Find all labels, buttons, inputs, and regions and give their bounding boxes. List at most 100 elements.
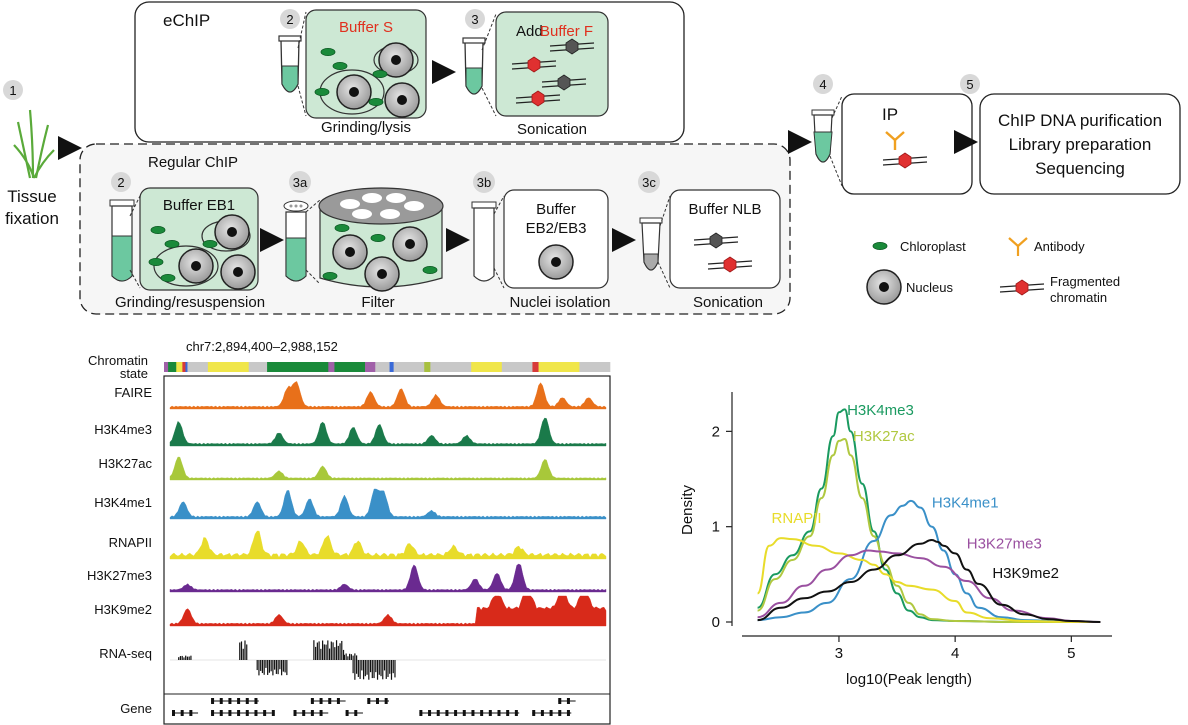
zoom-line xyxy=(481,13,497,51)
step1-badge xyxy=(3,80,23,100)
antibody-icon xyxy=(1008,237,1028,256)
series-label: H3K27ac xyxy=(853,428,915,445)
y-tick-label: 0 xyxy=(712,614,720,631)
chromatin-state-segment xyxy=(168,362,177,372)
chromatin-state-segment xyxy=(471,362,503,372)
chromatin-state-bar xyxy=(164,362,611,372)
x-tick-label: 5 xyxy=(1067,645,1075,662)
chloroplast-icon xyxy=(202,239,218,249)
chromatin-state-segment xyxy=(185,362,188,372)
chromatin-state-segment xyxy=(430,362,472,372)
step4-box xyxy=(841,93,973,195)
chromatin-state-segment xyxy=(182,362,186,372)
legend-chromatin-line1: Fragmented xyxy=(1050,274,1120,289)
y-tick-label: 1 xyxy=(712,519,720,536)
regular-step3b-box xyxy=(503,189,609,289)
chromatin-state-segment xyxy=(389,362,394,372)
nucleus-icon xyxy=(214,214,250,250)
gene-exon xyxy=(558,710,562,716)
gene-exon xyxy=(345,710,349,716)
step5-line3: Sequencing xyxy=(1035,159,1125,178)
chromatin-state-segment xyxy=(365,362,376,372)
gene-exon xyxy=(237,710,241,716)
gene-exon xyxy=(566,698,570,704)
chloroplast-icon xyxy=(370,233,386,243)
gene-exon xyxy=(219,698,223,704)
tube-icon xyxy=(462,37,486,95)
y-axis-label: Density xyxy=(679,484,696,535)
nucleus-icon xyxy=(364,256,400,292)
echip-step3-buffer: Buffer F xyxy=(540,23,593,40)
series-line-rnapii xyxy=(756,537,1101,623)
chromatin-state-segment xyxy=(393,362,425,372)
regular-step3a-badge xyxy=(289,171,311,193)
nucleus-icon xyxy=(332,234,368,270)
x-tick-label: 3 xyxy=(835,645,843,662)
gene-exon xyxy=(254,698,258,704)
series-label: H3K4me1 xyxy=(932,495,999,512)
regular-step2-caption: Grinding/resuspension xyxy=(115,294,265,311)
gene-exon xyxy=(454,710,458,716)
gene-exon xyxy=(211,698,215,704)
gene-exon xyxy=(384,698,388,704)
chloroplast-icon xyxy=(314,88,330,96)
chromatin-state-segment xyxy=(375,362,390,372)
gene-exon xyxy=(211,710,215,716)
track-label: RNA-seq xyxy=(99,646,152,661)
regular-step3b-buffer-line1: Buffer xyxy=(536,201,576,218)
zoom-line xyxy=(297,11,307,49)
gene-exon xyxy=(310,698,314,704)
chromatin-state-segment xyxy=(187,362,209,372)
chloroplast-icon xyxy=(164,239,180,249)
gene-exon xyxy=(310,710,314,716)
gene-exon xyxy=(319,710,323,716)
track-signal xyxy=(169,563,607,593)
chromatin-state-segment xyxy=(334,362,366,372)
nucleus-icon xyxy=(336,74,372,110)
tube-icon xyxy=(811,109,835,163)
gene-exon xyxy=(271,710,275,716)
gene-exon xyxy=(189,710,193,716)
regular-title: Regular ChIP xyxy=(148,154,238,171)
legend: Chloroplast Nucleus Antibody Fragmented … xyxy=(866,237,1120,305)
track-label: H3K27me3 xyxy=(87,568,152,583)
regular-step3b-caption: Nuclei isolation xyxy=(510,294,611,311)
tube-icon xyxy=(283,200,309,282)
gene-exon xyxy=(480,710,484,716)
regular-step3c-box xyxy=(669,189,781,289)
track-label: FAIRE xyxy=(114,385,152,400)
regular-step3b-buffer-line2: EB2/EB3 xyxy=(526,220,587,237)
step5-box xyxy=(979,93,1181,195)
gene-exon xyxy=(254,710,258,716)
gene-exon xyxy=(506,710,510,716)
gene-exon xyxy=(436,710,440,716)
echip-step2-caption: Grinding/lysis xyxy=(321,119,411,136)
zoom-line xyxy=(481,87,497,117)
x-axis-label: log10(Peak length) xyxy=(846,671,972,688)
step5-sequencing: 5 ChIP DNA purification Library preparat… xyxy=(960,74,1181,195)
echip-step2-badge-text: 2 xyxy=(286,12,293,27)
gene-exon xyxy=(514,710,518,716)
echip-step3-caption: Sonication xyxy=(517,121,587,138)
step1-label-line2: fixation xyxy=(5,209,59,228)
gene-exon xyxy=(428,710,432,716)
gene-exon xyxy=(367,698,371,704)
legend-nucleus: Nucleus xyxy=(906,280,953,295)
gene-exon xyxy=(245,710,249,716)
gene-exon xyxy=(336,698,340,704)
tube-icon xyxy=(471,201,497,282)
step4-ip: 4 IP xyxy=(811,74,973,195)
chloroplast-icon xyxy=(322,271,338,281)
series-label: H3K4me3 xyxy=(847,402,914,419)
chloroplast-icon xyxy=(372,70,388,78)
chromatin-state-segment xyxy=(424,362,431,372)
step5-badge xyxy=(960,74,980,94)
gene-exon xyxy=(375,698,379,704)
chromatin-icon xyxy=(999,279,1045,296)
zoom-line xyxy=(129,269,141,289)
nucleus-icon xyxy=(220,254,256,290)
gene-exon xyxy=(549,710,553,716)
chromatin-state-segment xyxy=(501,362,533,372)
gene-exon xyxy=(319,698,323,704)
